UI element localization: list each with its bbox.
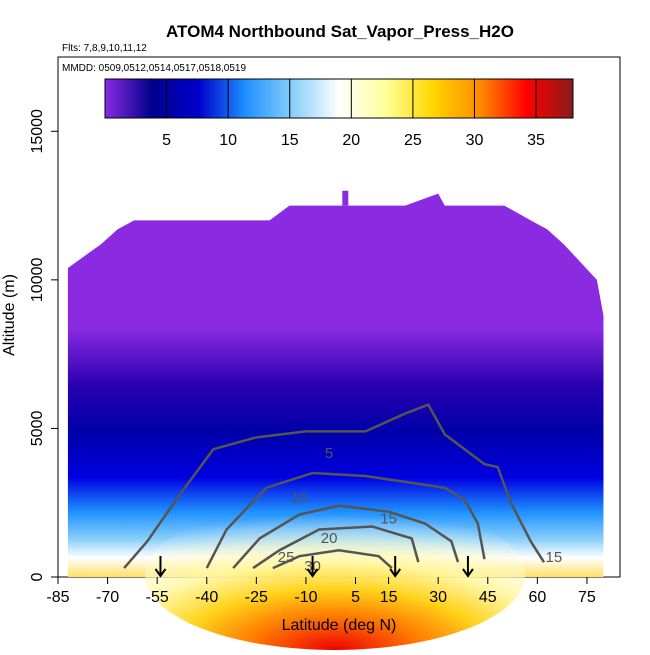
x-tick-label: 15 xyxy=(380,589,398,606)
colorbar-tick-label: 20 xyxy=(342,132,360,149)
colorbar-tick-label: 10 xyxy=(219,132,237,149)
profile-marker-arrow xyxy=(462,556,474,578)
contour-line xyxy=(232,504,460,569)
profile-marker-arrow xyxy=(154,556,167,578)
profile-marker-arrow xyxy=(306,556,319,578)
flights-subtitle: Flts: 7,8,9,10,11,12 xyxy=(62,43,147,54)
x-tick-label: 75 xyxy=(578,589,596,606)
contour-line xyxy=(123,403,546,569)
colorbar-tick-label: 5 xyxy=(162,132,171,149)
y-axis-label: Altitude (m) xyxy=(1,274,18,356)
y-axis: 0 5000 10000 15000 xyxy=(29,109,58,581)
x-tick-label: -55 xyxy=(146,589,169,606)
contour-label: 15 xyxy=(546,549,563,566)
dates-subtitle: MMDD: 0509,0512,0514,0517,0518,0519 xyxy=(62,63,246,74)
heatmap-core xyxy=(145,500,525,650)
y-tick-label: 0 xyxy=(29,572,46,581)
heatmap-field xyxy=(67,190,604,577)
contour-label: 25 xyxy=(278,549,295,566)
contour-line xyxy=(205,471,486,569)
y-tick-label: 10000 xyxy=(29,258,46,303)
contour-label: 10 xyxy=(291,490,308,507)
x-tick-label: -70 xyxy=(96,589,119,606)
x-axis: -85 -70 -55 -40 -25 -10 5 15 30 45 60 75 xyxy=(46,577,596,606)
x-tick-label: -40 xyxy=(195,589,218,606)
colorbar-tick-label: 30 xyxy=(466,132,484,149)
contour-line xyxy=(272,548,393,570)
profile-markers xyxy=(154,556,474,578)
heatmap-envelope xyxy=(67,193,604,577)
colorbar-tick-label: 35 xyxy=(527,132,545,149)
profile-marker-arrow xyxy=(389,556,402,578)
heatmap-spike xyxy=(342,190,349,206)
contour-label: 5 xyxy=(325,445,333,462)
x-tick-label: 30 xyxy=(429,589,447,606)
x-tick-label: -85 xyxy=(46,589,69,606)
x-tick-label: 45 xyxy=(479,589,497,606)
contour-label: 15 xyxy=(380,511,397,528)
colorbar-tick-label: 25 xyxy=(404,132,422,149)
colorbar-bar xyxy=(104,78,574,119)
colorbar-tick-label: 15 xyxy=(281,132,299,149)
colorbar-ticks: 5 10 15 20 25 30 35 xyxy=(162,79,545,149)
x-tick-label: 60 xyxy=(528,589,546,606)
x-axis-label: Latitude (deg N) xyxy=(282,617,397,634)
contour-line xyxy=(252,525,420,570)
y-tick-label: 15000 xyxy=(29,109,46,154)
x-tick-label: 5 xyxy=(351,589,360,606)
chart-title: ATOM4 Northbound Sat_Vapor_Press_H2O xyxy=(166,22,514,41)
x-tick-label: -10 xyxy=(294,589,317,606)
x-tick-label: -25 xyxy=(245,589,268,606)
contour-label: 20 xyxy=(321,530,338,547)
colorbar: 5 10 15 20 25 30 35 xyxy=(104,78,574,149)
contour-lines xyxy=(123,403,546,570)
y-tick-label: 5000 xyxy=(29,411,46,447)
